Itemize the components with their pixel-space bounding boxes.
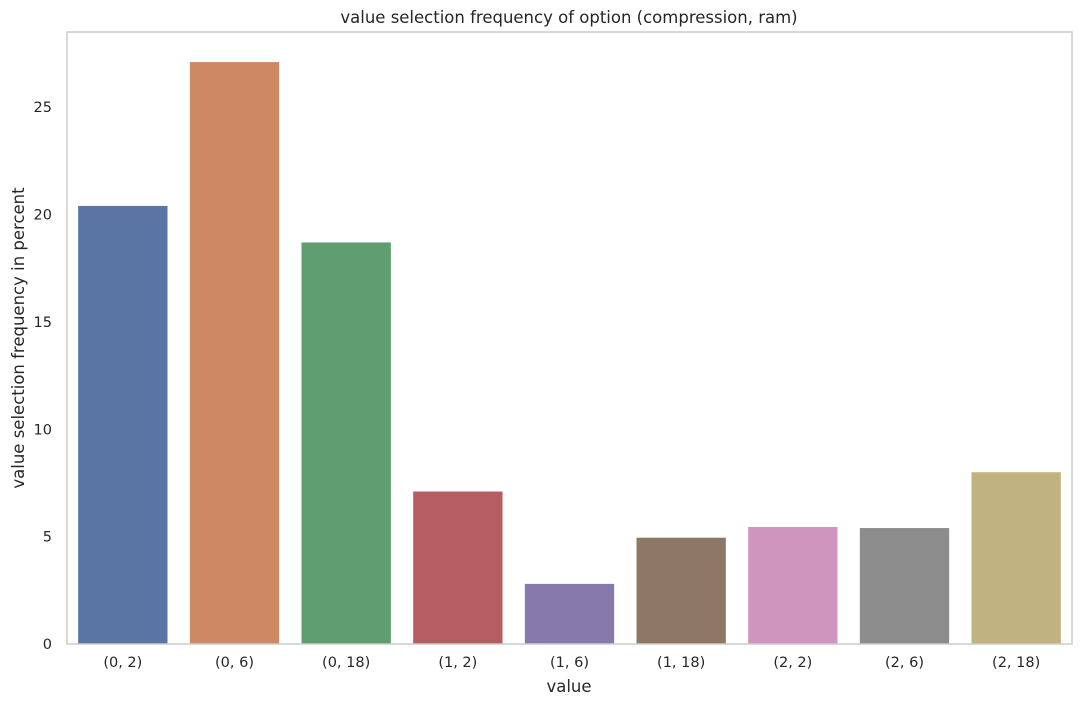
y-tick-label: 5 (43, 530, 52, 546)
bar-1 (189, 62, 280, 645)
bar-3 (413, 491, 503, 644)
bar-8 (971, 472, 1061, 644)
x-tick-label: (1, 18) (657, 655, 705, 671)
x-tick-label: (0, 18) (322, 655, 370, 671)
x-tick-label: (2, 2) (773, 655, 812, 671)
bar-6 (748, 526, 838, 644)
y-tick-label: 25 (34, 100, 52, 116)
bar-0 (78, 205, 168, 644)
x-tick-label: (1, 6) (550, 655, 589, 671)
bar-2 (301, 242, 391, 644)
x-tick-label: (0, 2) (103, 655, 142, 671)
y-tick-label: 20 (34, 208, 52, 224)
x-tick-label: (0, 6) (215, 655, 254, 671)
y-tick-label: 15 (34, 315, 52, 331)
bars-layer (78, 62, 1061, 645)
x-tick-label: (2, 18) (992, 655, 1040, 671)
x-axis-label: value (546, 677, 591, 696)
bar-5 (636, 537, 726, 644)
y-axis-label: value selection frequency in percent (9, 187, 28, 489)
bar-7 (859, 528, 950, 644)
y-tick-label: 0 (43, 637, 52, 653)
x-axis-ticks: (0, 2) (0, 6) (0, 18) (1, 2) (1, 6) (1, 18) (2… (103, 655, 1040, 671)
x-tick-label: (1, 2) (438, 655, 477, 671)
chart-title: value selection frequency of option (com… (340, 8, 797, 27)
plot-area-frame (66, 31, 1073, 645)
bar-4 (524, 583, 615, 644)
x-tick-label: (2, 6) (885, 655, 924, 671)
y-tick-label: 10 (34, 422, 52, 438)
y-axis-ticks: 0 5 10 15 20 25 (34, 100, 52, 653)
